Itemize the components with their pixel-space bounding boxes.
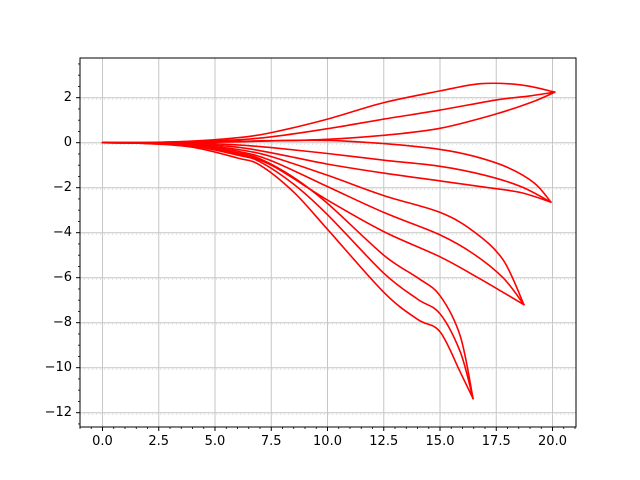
- trajectory-curve-group3-upper: [101, 141, 525, 306]
- x-tick-label: 0.0: [92, 434, 113, 449]
- x-tick-label: 17.5: [481, 434, 511, 449]
- trajectory-curve-group4-lower: [101, 141, 474, 400]
- trajectory-curve-group2-middle: [101, 141, 552, 203]
- y-tick-label: 0: [63, 134, 72, 150]
- x-tick-label: 7.5: [260, 434, 282, 449]
- trajectory-curve-group2-lower: [101, 141, 552, 203]
- y-tick-label: −2: [52, 179, 72, 195]
- trajectory-curve-group4-middle: [101, 141, 474, 400]
- y-tick-label: 2: [63, 89, 72, 105]
- y-tick-label: −6: [52, 269, 72, 285]
- x-tick-label: 12.5: [369, 434, 399, 449]
- x-tick-label: 5.0: [204, 434, 226, 449]
- axes-frame: [79, 57, 577, 428]
- y-tick-label: −12: [44, 404, 72, 420]
- x-tick-label: 2.5: [148, 434, 170, 449]
- trajectory-curve-group2-upper: [101, 139, 552, 203]
- y-tick-label: −8: [52, 314, 72, 330]
- trajectory-curve-group4-upper: [101, 141, 474, 400]
- x-tick-label: 15.0: [425, 434, 455, 449]
- y-tick-label: −10: [44, 359, 72, 375]
- trajectory-curve-group3-middle: [101, 141, 525, 306]
- trajectory-curve-group3-lower: [101, 141, 525, 306]
- trajectory-curve-group1-upper: [101, 82, 556, 144]
- y-tick-label: −4: [52, 224, 72, 240]
- x-tick-label: 20.0: [538, 434, 567, 449]
- x-tick-label: 10.0: [313, 434, 342, 449]
